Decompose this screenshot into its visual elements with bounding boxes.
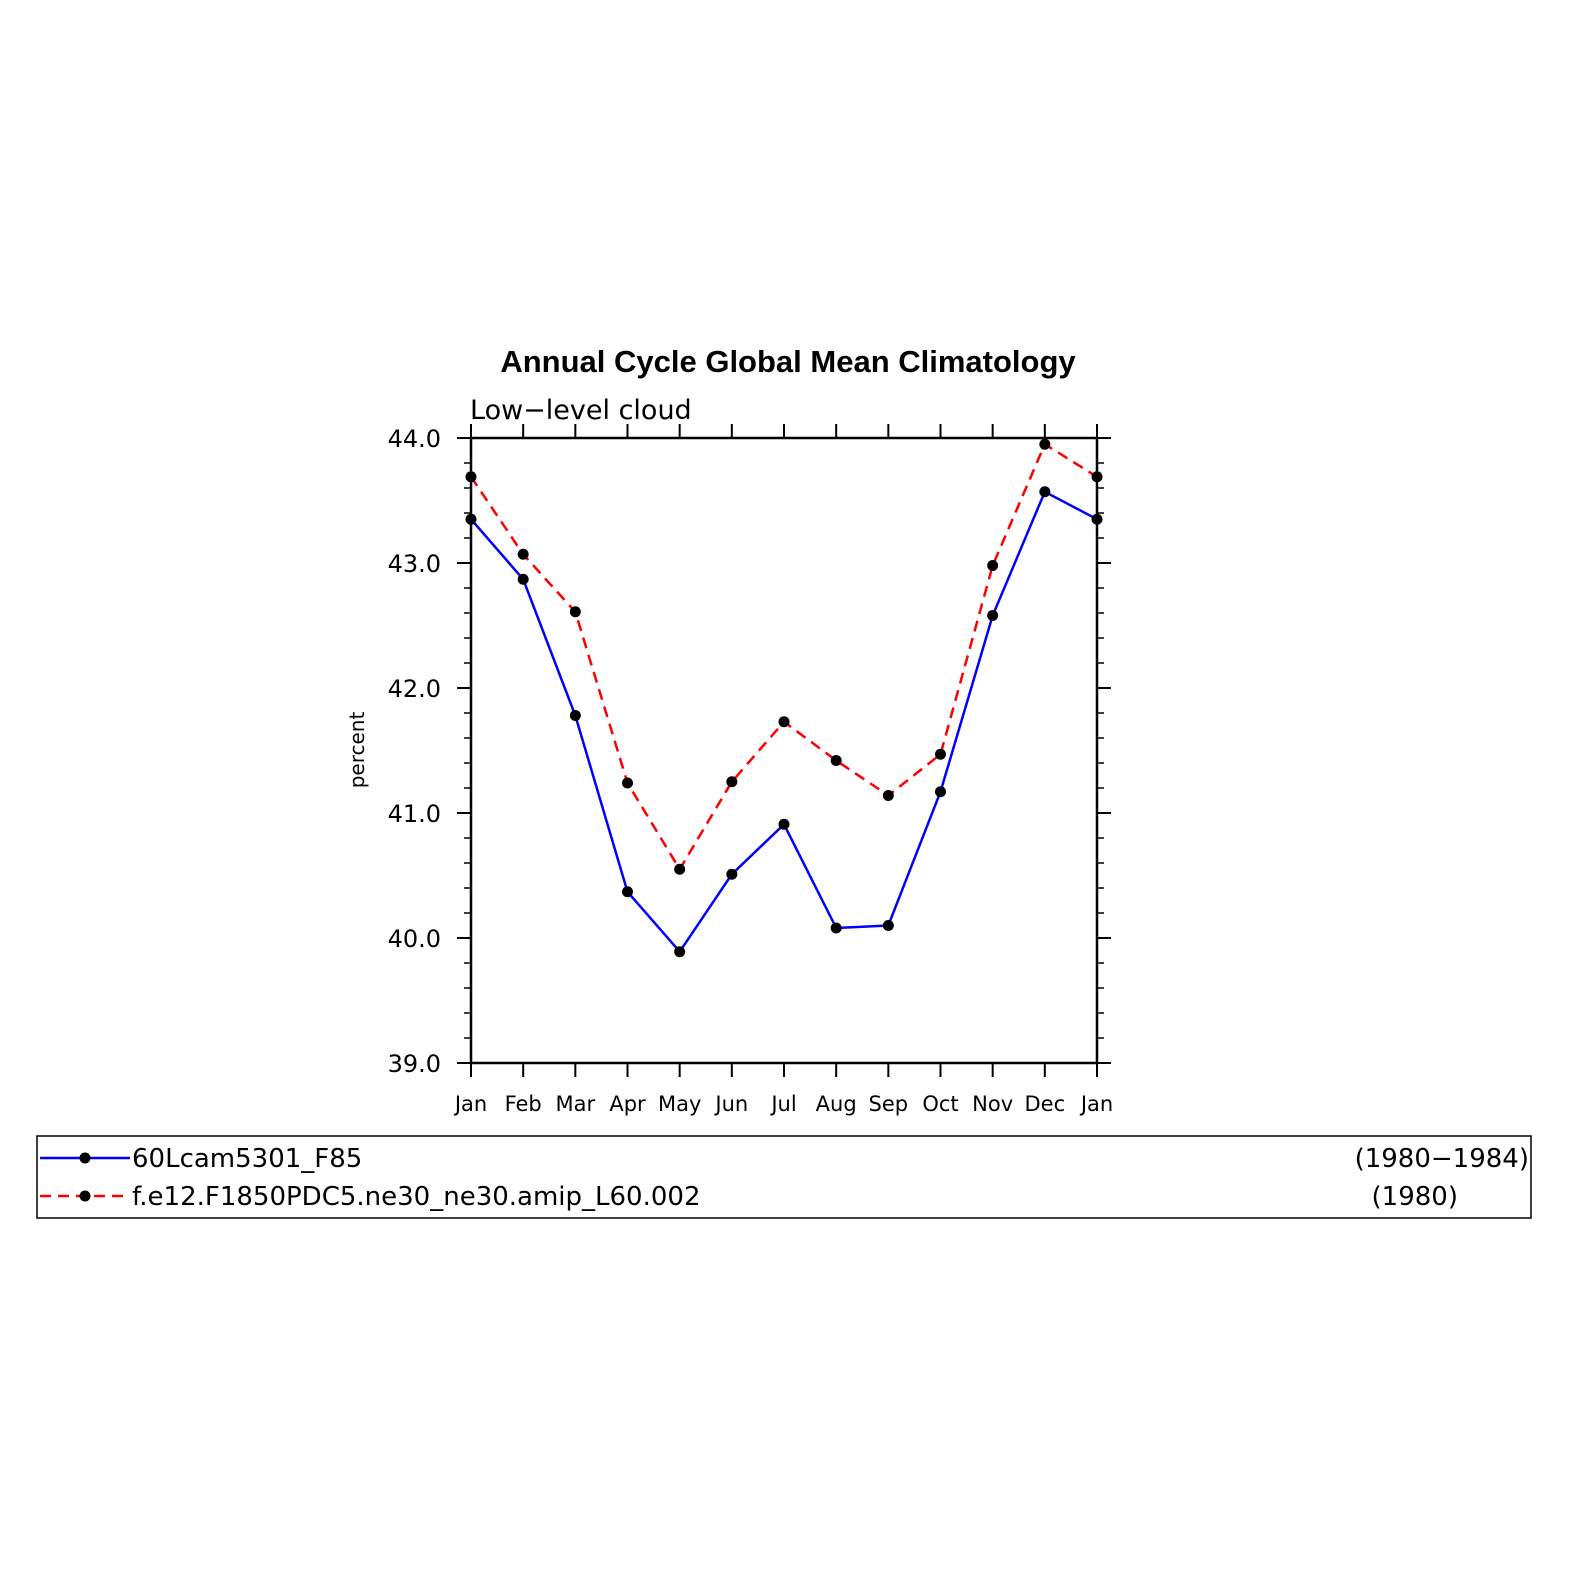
legend-box [36, 1135, 1532, 1219]
series-1-point [882, 920, 894, 931]
series-1-point [465, 513, 477, 525]
legend-marker-2 [79, 1190, 91, 1202]
y-axis-label: percent [345, 712, 369, 789]
plot-area [469, 436, 1099, 1065]
series-2-point [726, 776, 738, 788]
chart-title: Annual Cycle Global Mean Climatology [500, 344, 1076, 379]
series-1-point [935, 786, 946, 798]
x-tick-label: May [658, 1092, 701, 1116]
series-2-point [882, 790, 894, 801]
x-tick-label: Oct [922, 1092, 958, 1116]
legend-period-1: (1980−1984) [1355, 1144, 1529, 1174]
x-tick-label: Jan [453, 1092, 487, 1116]
series-1-point [1039, 486, 1051, 498]
legend-period-2: (1980) [1372, 1182, 1458, 1212]
y-tick-label: 44.0 [388, 425, 441, 453]
x-tick-label: Mar [556, 1092, 596, 1116]
legend-label-1: 60Lcam5301_F85 [132, 1144, 362, 1174]
series-2-point [987, 560, 999, 571]
x-axis-ticks: Jan Feb Mar Apr May Jun Jul Aug Sep Oct Nov Dec Jan [453, 424, 1113, 1116]
x-tick-label: Aug [816, 1092, 857, 1116]
series-2-point [1039, 438, 1051, 450]
series-1-point [622, 886, 633, 898]
series-1-point [778, 818, 790, 830]
series-2-point [674, 863, 686, 875]
series-1-point [726, 868, 738, 880]
series-layer [465, 438, 1103, 958]
x-tick-label: Sep [869, 1092, 909, 1116]
series-2-point [1091, 471, 1103, 483]
chart-subtitle: Low−level cloud [470, 395, 692, 426]
y-tick-label: 41.0 [388, 800, 441, 828]
series-1-point [830, 922, 842, 934]
series-line-2 [469, 442, 1098, 871]
series-2-point [778, 716, 790, 728]
legend-marker-1 [79, 1152, 91, 1164]
x-tick-label: Dec [1025, 1092, 1066, 1116]
x-tick-label: Apr [609, 1092, 646, 1116]
series-2-point [569, 606, 581, 618]
series-2-point [465, 471, 477, 483]
series-1-point [987, 610, 999, 621]
series-2-point [622, 777, 633, 789]
y-tick-label: 39.0 [388, 1050, 441, 1078]
series-1-point [569, 710, 581, 721]
y-tick-label: 40.0 [388, 925, 441, 953]
x-tick-label: Jun [713, 1092, 748, 1116]
series-2-point [517, 548, 529, 560]
series-1-point [517, 573, 529, 585]
legend: 60Lcam5301_F85 (1980−1984) f.e12.F1850PDC5… [36, 1135, 1532, 1219]
x-tick-label: Feb [505, 1092, 542, 1116]
x-tick-label: Jan [1079, 1092, 1113, 1116]
series-1-point [1091, 513, 1103, 525]
legend-label-2: f.e12.F1850PDC5.ne30_ne30.amip_L60.002 [132, 1182, 700, 1212]
series-2-point [830, 755, 842, 766]
x-tick-label: Jul [769, 1092, 796, 1116]
y-tick-label: 42.0 [388, 675, 441, 703]
y-tick-label: 43.0 [388, 550, 441, 578]
series-1-point [674, 946, 686, 958]
y-axis-ticks: 39.0 40.0 41.0 42.0 43.0 44.0 [388, 425, 1111, 1078]
x-tick-label: Nov [972, 1092, 1013, 1116]
series-2-point [935, 748, 946, 760]
